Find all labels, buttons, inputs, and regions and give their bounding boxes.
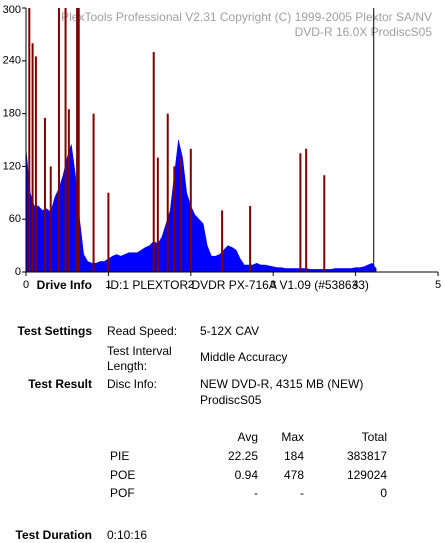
table-cell: PIE <box>110 449 130 463</box>
x-tick-label: 3 <box>270 279 276 291</box>
table-cell: 129024 <box>346 467 387 482</box>
x-tick-label: 2 <box>188 279 194 291</box>
value: 5-12X CAV <box>200 324 260 338</box>
value: Middle Accuracy <box>200 350 288 364</box>
y-tick-label: 240 <box>3 55 21 67</box>
value: ID:1 PLEXTOR DVDR PX-716A V1.09 (#538633… <box>107 278 369 292</box>
label: Test Interval <box>107 344 172 358</box>
table-cell: 0 <box>380 486 387 500</box>
table-cell: 22.25 <box>227 449 258 463</box>
chart-title: PlexTools Professional V2.31 Copyright (… <box>61 10 432 24</box>
table-cell: POF <box>110 486 135 500</box>
value: ProdiscS05 <box>200 393 262 407</box>
y-tick-label: 180 <box>3 108 21 120</box>
value: 0:10:16 <box>107 528 148 542</box>
y-tick-label: 60 <box>9 213 21 225</box>
chart: PlexTools Professional V2.31 Copyright (… <box>3 4 441 291</box>
table-cell: Total <box>361 430 387 444</box>
y-tick-label: 120 <box>3 160 21 172</box>
chart-subtitle: DVD-R 16.0X ProdiscS05 <box>295 25 433 39</box>
label: Disc Info: <box>107 377 158 391</box>
table-cell: Avg <box>237 430 258 444</box>
table-cell: 383817 <box>346 449 387 463</box>
y-tick-label: 0 <box>15 266 21 278</box>
table-cell: 184 <box>283 449 304 463</box>
y-tick-label: 300 <box>3 4 21 16</box>
x-tick-label: 5 <box>435 279 441 291</box>
table-cell: POE <box>110 467 136 482</box>
x-tick-label: 0 <box>23 279 29 291</box>
table-cell: Max <box>281 430 304 444</box>
label: Read Speed: <box>107 324 178 338</box>
label: Test Duration <box>15 528 92 542</box>
table-cell: - <box>254 486 258 500</box>
table-cell: - <box>300 486 304 500</box>
label: Length: <box>107 359 148 373</box>
table-cell: 478 <box>283 467 304 482</box>
x-tick-label: 1 <box>105 279 111 291</box>
label: Test Result <box>28 377 92 391</box>
value: NEW DVD-R, 4315 MB (NEW) <box>200 377 364 391</box>
x-tick-label: 4 <box>353 279 359 291</box>
table-cell: 0.94 <box>234 467 258 482</box>
label: Drive Info <box>36 278 92 292</box>
label: Test Settings <box>17 324 92 338</box>
